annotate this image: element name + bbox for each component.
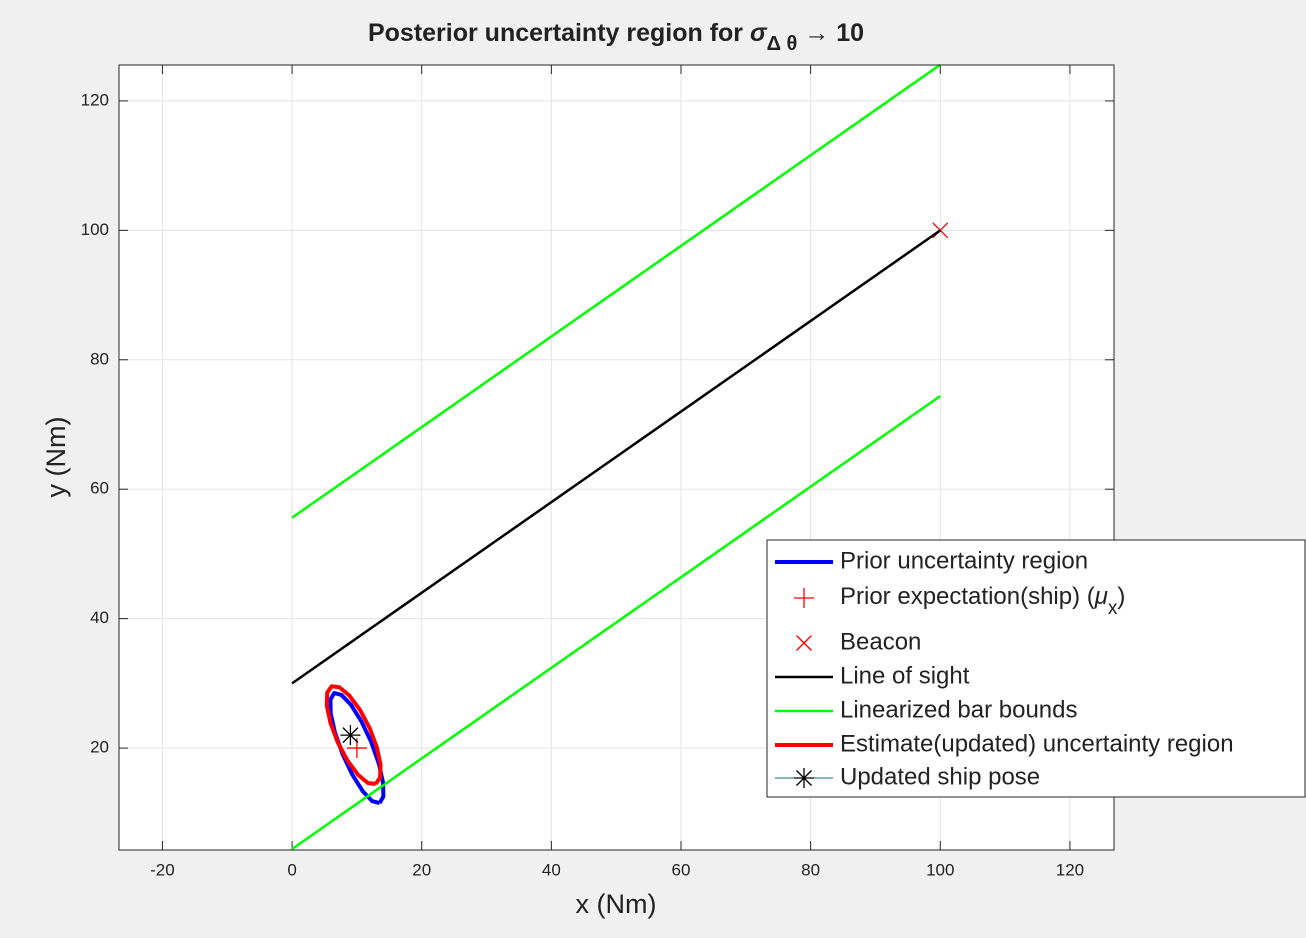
marker — [340, 725, 361, 746]
marker-stroke — [796, 770, 812, 786]
legend-label: Prior uncertainty region — [840, 547, 1088, 574]
x-tick-label: 120 — [1056, 860, 1084, 879]
marker-stroke — [342, 727, 359, 744]
text-segment: x — [1108, 598, 1118, 619]
text-segment: ) — [1117, 583, 1125, 610]
axes-box — [118, 64, 1115, 851]
y-axis-label: y (Nm) — [41, 417, 71, 498]
marker-stroke — [796, 635, 812, 651]
text-segment: Prior expectation(ship) ( — [840, 583, 1095, 610]
text-segment: Δ θ — [767, 33, 798, 55]
x-tick-label: 80 — [801, 860, 820, 879]
x-tick-label: 100 — [926, 860, 954, 879]
y-tick-label: 80 — [90, 349, 109, 368]
x-tick-label: -20 — [150, 860, 175, 879]
legend-label: Estimate(updated) uncertainty region — [840, 730, 1234, 757]
marker — [794, 768, 814, 788]
y-tick-label: 100 — [81, 220, 109, 239]
data-layer — [291, 63, 949, 851]
x-axis-label: x (Nm) — [576, 889, 657, 919]
y-tick-label: 20 — [90, 738, 109, 757]
text-segment: μ — [1094, 583, 1108, 610]
x-tick-label: 40 — [542, 860, 561, 879]
legend-label: Prior expectation(ship) (μx) — [840, 583, 1125, 618]
text-segment: → 10 — [797, 19, 864, 47]
x-tick-label: 0 — [287, 860, 296, 879]
series-line — [291, 63, 941, 851]
legend: Prior uncertainty region Prior expectatio… — [766, 539, 1306, 798]
y-tick-label: 60 — [90, 479, 109, 498]
x-tick-label: 20 — [412, 860, 431, 879]
legend-label: Updated ship pose — [840, 763, 1040, 790]
legend-label: Line of sight — [840, 662, 970, 689]
legend-label: Linearized bar bounds — [840, 696, 1078, 723]
marker — [794, 588, 814, 608]
y-tick-label: 40 — [90, 608, 109, 627]
chart-title: Posterior uncertainty region for σΔ θ → … — [368, 19, 864, 56]
text-segment: Posterior uncertainty region for — [368, 19, 750, 47]
marker — [796, 635, 812, 651]
x-tick-label: 60 — [672, 860, 691, 879]
text-segment: σ — [750, 19, 768, 47]
series-line — [291, 229, 941, 685]
series-line — [324, 684, 383, 786]
legend-box — [766, 539, 1306, 798]
legend-label: Beacon — [840, 628, 921, 655]
y-tick-label: 120 — [81, 90, 109, 109]
